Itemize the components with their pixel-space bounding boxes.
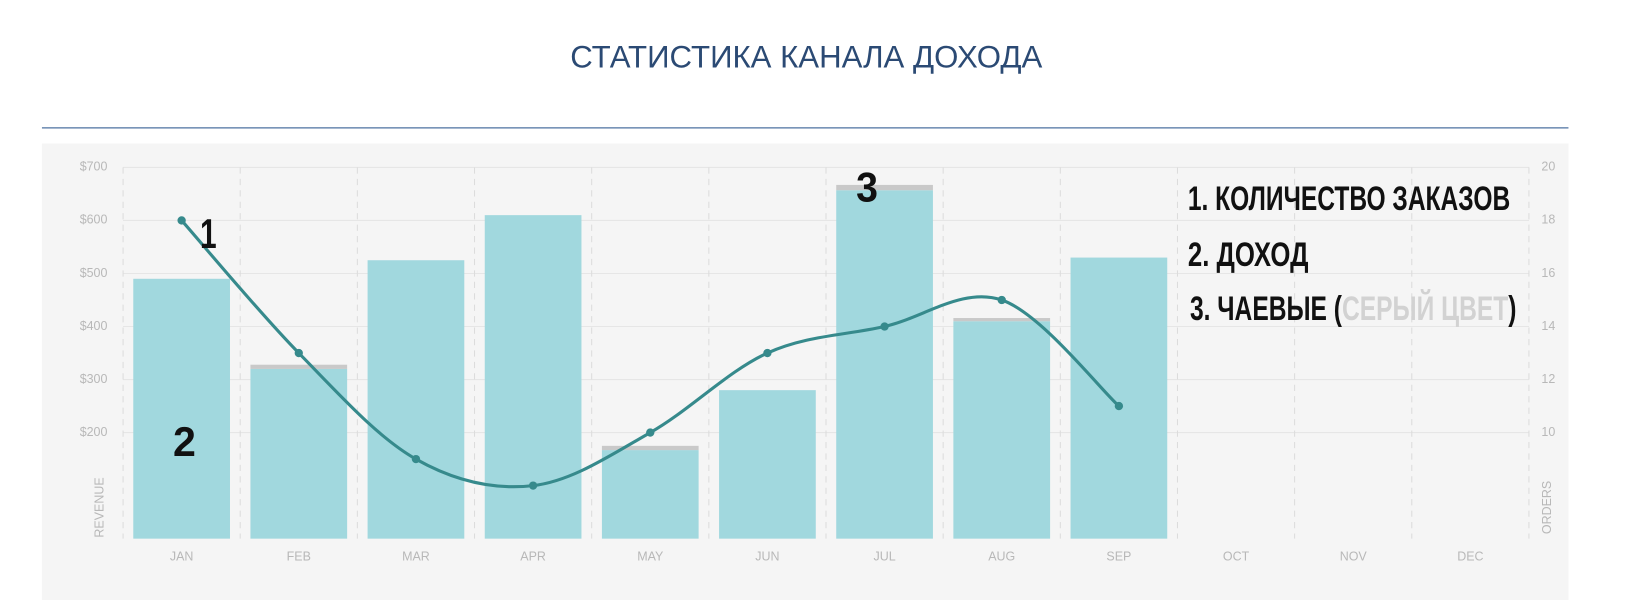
bar [953,318,1051,322]
line-point [177,216,186,225]
y-tick-label: $600 [80,213,108,227]
line-point [528,481,538,490]
bar [836,190,933,539]
x-tick-label: NOV [1340,550,1368,564]
bar [601,445,699,451]
legend-entry: 3. ЧАЕВЫЕ (СЕРЫЙ ЦВЕТ) [1190,288,1517,328]
annotation: 3 [856,163,878,210]
line-point [997,295,1006,305]
line-point [1114,401,1124,411]
line-point [411,454,421,464]
y2-tick-label: 10 [1541,425,1555,439]
bar [601,450,699,539]
bar [250,364,348,369]
legend-entry: 1. КОЛИЧЕСТВО ЗАКАЗОВ [1188,180,1510,218]
annotation: 2 [173,418,196,465]
x-tick-label: OCT [1223,550,1250,564]
x-tick-label: MAR [402,550,430,564]
x-tick-label: JUL [873,550,895,564]
y2-axis-label: ORDERS [1540,481,1554,534]
bar [953,321,1051,539]
line-point [763,348,772,358]
bar [719,390,816,539]
line-point [294,348,303,358]
chart-title: СТАТИСТИКА КАНАЛА ДОХОДА [570,40,1042,75]
x-tick-label: JUN [755,550,779,564]
x-tick-label: FEB [287,550,311,564]
annotation: 1 [200,210,217,257]
x-tick-label: AUG [988,550,1015,564]
bar [1070,257,1168,539]
x-tick-label: DEC [1457,550,1483,564]
line-point [880,322,889,331]
line-point [646,428,655,437]
y-tick-label: $300 [80,372,108,386]
y2-tick-label: 20 [1541,160,1555,174]
y-axis-label: REVENUE [92,477,106,537]
bar [250,368,348,539]
x-tick-label: SEP [1106,550,1131,564]
legend-entry: 2. ДОХОД [1188,236,1309,274]
legend-text: СЕРЫЙ ЦВЕТ [1342,288,1508,328]
x-tick-label: MAY [637,550,664,564]
y-tick-label: $500 [80,266,108,280]
bar [367,260,465,539]
y2-tick-label: 12 [1541,372,1555,386]
legend-text: ) [1508,290,1516,328]
bar [133,278,230,539]
y-tick-label: $200 [80,425,108,439]
y2-tick-label: 14 [1541,319,1555,333]
bar [484,215,582,539]
y-tick-label: $400 [80,319,108,333]
plot: $200$300$400$500$600$700101214161820REVE… [80,160,1556,564]
y-tick-label: $700 [80,160,108,174]
y2-tick-label: 18 [1541,213,1555,227]
x-tick-label: APR [520,550,546,564]
bar [836,184,933,191]
y2-tick-label: 16 [1541,266,1555,280]
legend-text: 3. ЧАЕВЫЕ ( [1190,290,1342,328]
x-tick-label: JAN [170,550,194,564]
